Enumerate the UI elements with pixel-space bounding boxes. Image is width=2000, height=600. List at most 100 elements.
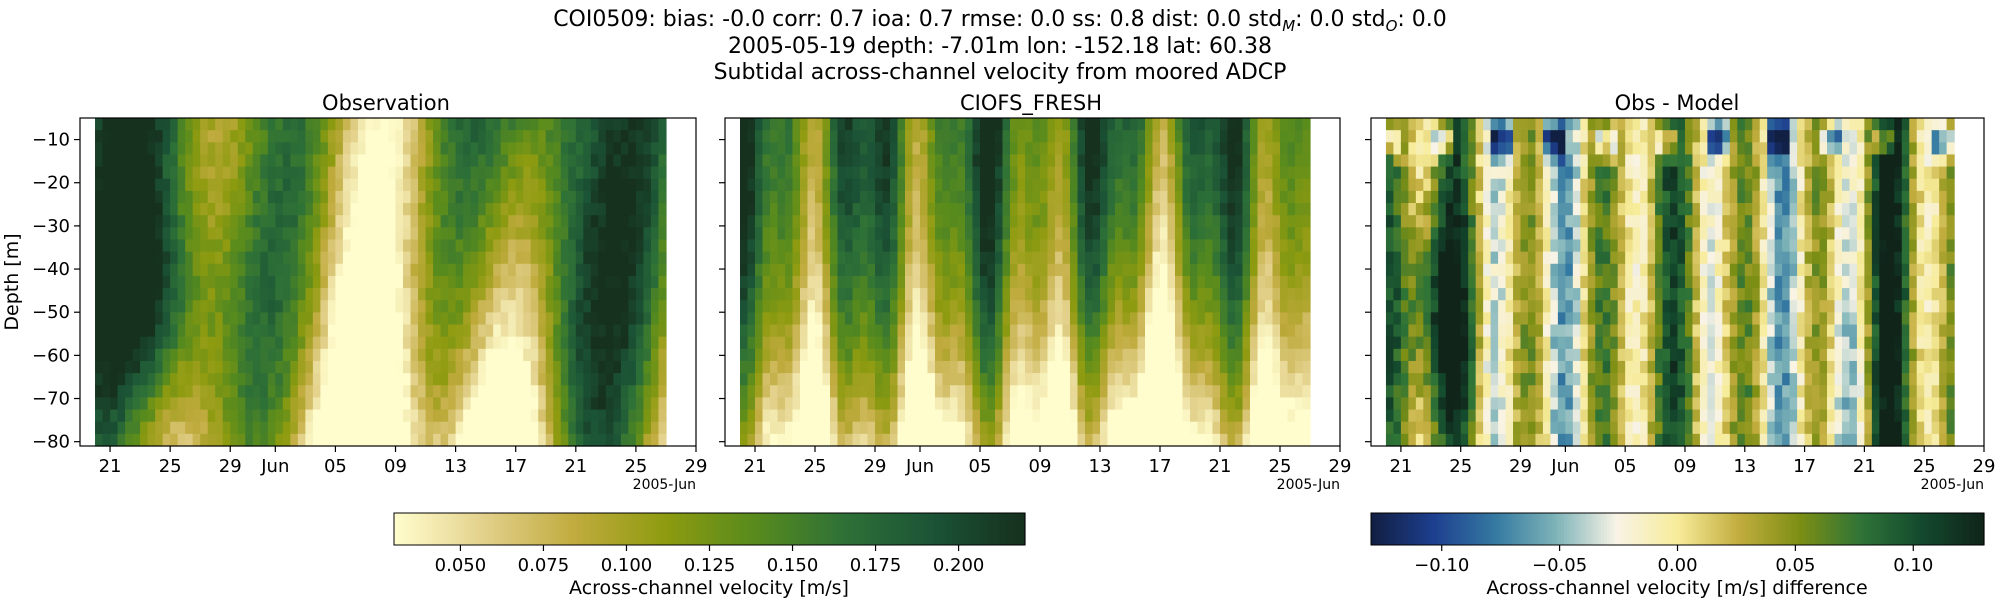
heatmap-cell (260, 288, 269, 301)
heatmap-cell (890, 397, 899, 411)
heatmap-cell (1587, 166, 1596, 180)
heatmap-cell (553, 142, 562, 156)
heatmap-cell (792, 251, 801, 265)
heatmap-cell (927, 360, 936, 374)
heatmap-cell (1010, 130, 1019, 143)
heatmap-cell (1415, 130, 1424, 143)
heatmap-cell (912, 324, 921, 338)
heatmap-cell (230, 385, 239, 399)
heatmap-cell (927, 227, 936, 241)
heatmap-cell (350, 300, 359, 313)
heatmap-cell (1513, 300, 1522, 313)
heatmap-cell (1100, 130, 1109, 143)
heatmap-cell (1302, 203, 1311, 216)
heatmap-cell (110, 227, 119, 241)
heatmap-cell (1152, 397, 1161, 411)
heatmap-cell (155, 360, 164, 374)
heatmap-cell (1287, 275, 1296, 289)
heatmap-cell (140, 239, 149, 253)
heatmap-cell (1085, 215, 1094, 228)
heatmap-cell (890, 263, 899, 277)
heatmap-cell (837, 142, 846, 156)
heatmap-cell (1587, 239, 1596, 253)
heatmap-cell (215, 409, 224, 423)
heatmap-cell (1595, 215, 1604, 228)
heatmap-cell (95, 118, 104, 131)
heatmap-cell (1550, 336, 1559, 350)
heatmap-cell (1130, 409, 1139, 423)
x-tick-label: 09 (1029, 456, 1052, 477)
heatmap-cell (935, 239, 944, 253)
heatmap-cell (125, 166, 134, 180)
heatmap-cell (185, 215, 194, 228)
heatmap-cell (117, 433, 126, 447)
heatmap-cell (762, 203, 771, 216)
heatmap-cell (95, 409, 104, 423)
heatmap-cell (950, 336, 959, 350)
heatmap-cell (560, 288, 569, 301)
heatmap-cell (342, 275, 352, 289)
heatmap-cell (1122, 178, 1131, 192)
heatmap-cell (1490, 348, 1499, 362)
heatmap-cell (620, 130, 629, 143)
heatmap-cell (245, 348, 254, 362)
heatmap-cell (102, 263, 111, 277)
heatmap-cell (643, 324, 652, 338)
heatmap-cell (327, 324, 337, 338)
heatmap-cell (1130, 118, 1139, 131)
heatmap-cell (1220, 142, 1229, 156)
heatmap-cell (1542, 190, 1552, 204)
heatmap-cell (1400, 288, 1409, 301)
heatmap-cell (1002, 409, 1011, 423)
heatmap-cell (260, 203, 269, 216)
heatmap-cell (185, 263, 194, 277)
heatmap-cell (837, 409, 846, 423)
heatmap-cell (290, 118, 299, 131)
heatmap-cell (395, 421, 404, 435)
heatmap-cell (297, 263, 306, 277)
heatmap-cell (297, 385, 306, 399)
heatmap-cell (762, 348, 771, 362)
heatmap-cell (1152, 118, 1161, 131)
heatmap-cell (575, 142, 584, 156)
heatmap-cell (222, 227, 231, 241)
heatmap-cell (1242, 190, 1251, 204)
heatmap-cell (515, 385, 524, 399)
heatmap-cell (980, 312, 989, 326)
heatmap-cell (1287, 373, 1296, 386)
heatmap-cell (455, 178, 464, 192)
heatmap-cell (553, 312, 562, 326)
heatmap-cell (1002, 227, 1011, 241)
heatmap-cell (448, 142, 457, 156)
heatmap-cell (470, 397, 479, 411)
heatmap-cell (1490, 312, 1499, 326)
heatmap-cell (523, 336, 532, 350)
heatmap-cell (290, 215, 299, 228)
heatmap-cell (590, 142, 599, 156)
heatmap-cell (1505, 275, 1514, 289)
heatmap-cell (1070, 239, 1079, 253)
heatmap-cell (1527, 227, 1537, 241)
heatmap-cell (658, 336, 667, 350)
heatmap-cell (372, 190, 382, 204)
heatmap-cell (230, 373, 239, 386)
heatmap-cell (1580, 421, 1589, 435)
heatmap-cell (162, 288, 171, 301)
heatmap-cell (252, 215, 261, 228)
heatmap-cell (1483, 215, 1492, 228)
heatmap-cell (972, 215, 981, 228)
heatmap-cell (890, 215, 899, 228)
heatmap-cell (320, 118, 329, 131)
heatmap-cell (1167, 263, 1176, 277)
heatmap-cell (132, 227, 141, 241)
heatmap-cell (875, 190, 884, 204)
panel-title-obs-minus-model: Obs - Model (1615, 91, 1740, 115)
heatmap-cell (1152, 324, 1161, 338)
heatmap-cell (305, 227, 314, 241)
heatmap-cell (147, 385, 156, 399)
heatmap-cell (1190, 409, 1199, 423)
heatmap-cell (395, 227, 404, 241)
heatmap-cell (200, 178, 209, 192)
heatmap-cell (267, 348, 276, 362)
std-o-subscript: O (1386, 17, 1398, 35)
